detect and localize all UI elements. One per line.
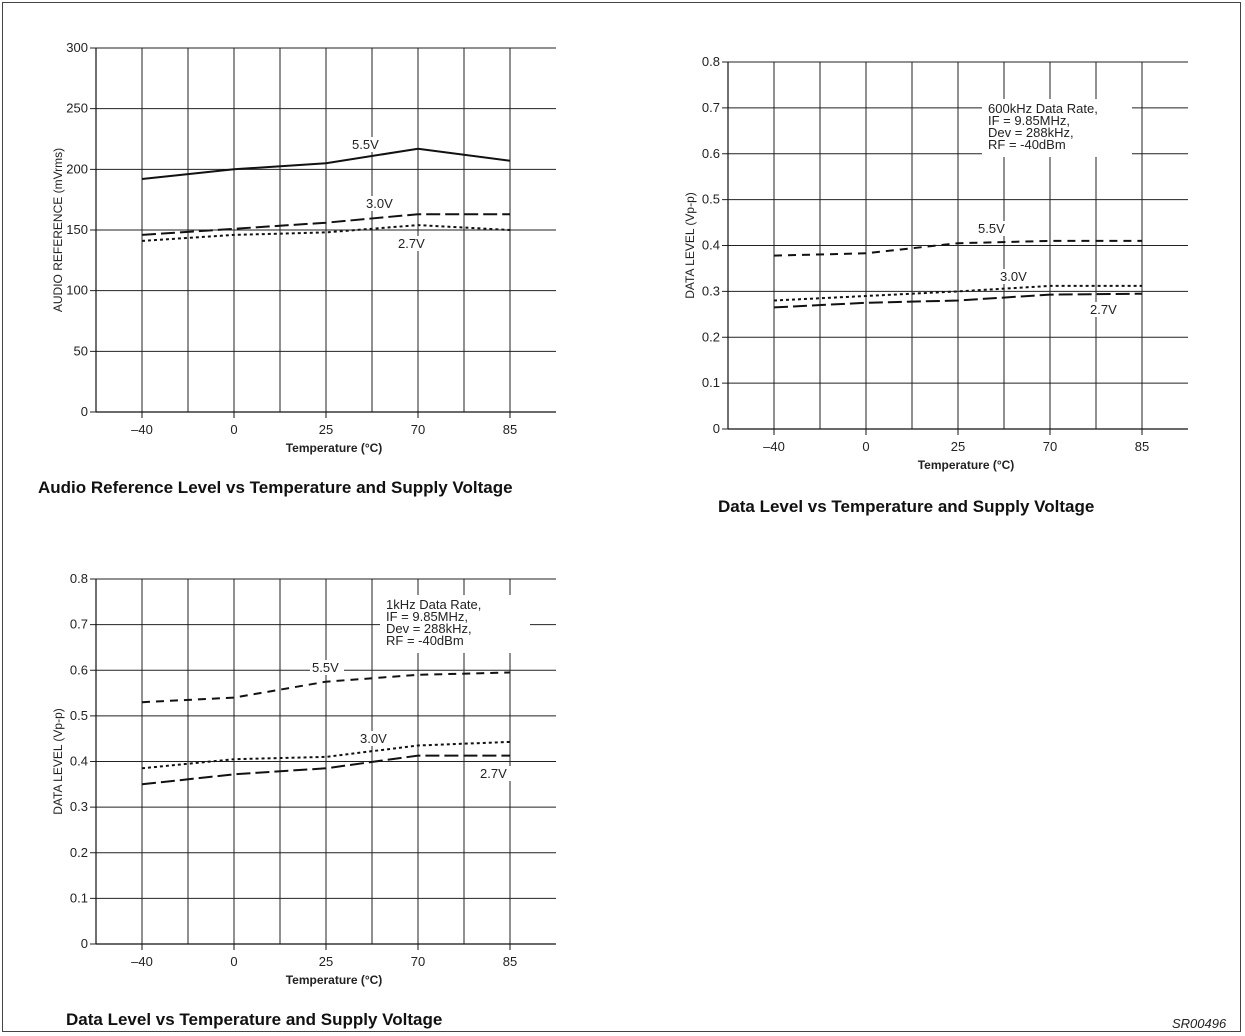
chart-1-series-label: 3.0V [366, 196, 393, 211]
chart-3-y-tick-label: 0.2 [70, 845, 88, 860]
chart-1-series-label-bg [396, 236, 430, 251]
chart-3-x-tick-label: 25 [319, 954, 333, 969]
chart-2-y-tick-label: 0.5 [702, 192, 720, 207]
chart-2-series-label-bg [998, 269, 1032, 284]
chart-3-series-label: 2.7V [480, 766, 507, 781]
chart-2-x-tick-label: 85 [1135, 439, 1149, 454]
chart-3-y-tick-label: 0.5 [70, 708, 88, 723]
chart-1-y-tick-label: 50 [74, 343, 88, 358]
chart-2-y-tick-label: 0.7 [702, 100, 720, 115]
chart-2-annotation-text: IF = 9.85MHz, [988, 113, 1070, 128]
chart-3-series-label: 3.0V [360, 731, 387, 746]
chart-3-y-tick-label: 0.7 [70, 617, 88, 632]
chart-2-x-axis-label: Temperature (°C) [918, 458, 1015, 472]
chart-3-x-axis-label: Temperature (°C) [286, 973, 383, 987]
chart-3-series-5_5V [141, 671, 511, 704]
chart-2-y-tick-label: 0.3 [702, 283, 720, 298]
chart-3-annotation-text: IF = 9.85MHz, [386, 609, 468, 624]
chart-3-annotation-bg [380, 595, 530, 653]
chart-2-annotation-text: 600kHz Data Rate, [988, 101, 1098, 116]
chart-2-x-tick-label: –40 [763, 439, 785, 454]
chart-2-annotation-bg [982, 99, 1132, 157]
chart-3-y-tick-label: 0.3 [70, 799, 88, 814]
chart-2-y-tick-label: 0.2 [702, 329, 720, 344]
chart-3-title: Data Level vs Temperature and Supply Vol… [66, 1010, 443, 1029]
chart-1-series-2_7V [141, 224, 511, 242]
chart-2-series-2_7V [773, 292, 1143, 309]
chart-1-x-tick-label: –40 [131, 422, 153, 437]
chart-1-series-label-bg [364, 196, 398, 211]
chart-1-x-tick-label: 85 [503, 422, 517, 437]
chart-3-annotation-text: Dev = 288kHz, [386, 621, 472, 636]
chart-3-y-tick-label: 0.8 [70, 571, 88, 586]
chart-3-y-axis-label: DATA LEVEL (Vp-p) [51, 708, 65, 814]
chart-2-y-axis-label: DATA LEVEL (Vp-p) [683, 192, 697, 298]
chart-2-y-tick-label: 0.8 [702, 54, 720, 69]
chart-2-y-tick-label: 0.6 [702, 146, 720, 161]
chart-2-series-label: 3.0V [1000, 269, 1027, 284]
chart-1-y-tick-label: 150 [66, 222, 88, 237]
chart-1-series-label: 2.7V [398, 236, 425, 251]
figure-id: SR00496 [1172, 1016, 1227, 1031]
chart-2-x-tick-label: 0 [862, 439, 869, 454]
chart-1-title: Audio Reference Level vs Temperature and… [38, 478, 513, 497]
chart-1-series-label: 5.5V [352, 137, 379, 152]
chart-3-series-3_0V [141, 740, 511, 770]
chart-2-series-label-bg [1088, 302, 1122, 317]
chart-3-series-label-bg [478, 766, 512, 781]
chart-1-x-tick-label: 0 [230, 422, 237, 437]
chart-2-y-tick-label: 0.4 [702, 238, 720, 253]
chart-3-x-tick-label: 70 [411, 954, 425, 969]
chart-1-y-tick-label: 250 [66, 101, 88, 116]
chart-1-y-tick-label: 100 [66, 283, 88, 298]
chart-1-y-tick-label: 0 [81, 404, 88, 419]
chart-2-annotation-text: Dev = 288kHz, [988, 125, 1074, 140]
chart-3-x-tick-label: 85 [503, 954, 517, 969]
chart-2-series-5_5V [773, 239, 1142, 257]
chart-3-x-tick-label: 0 [230, 954, 237, 969]
chart-1-y-tick-label: 200 [66, 161, 88, 176]
chart-2-series-label: 5.5V [978, 221, 1005, 236]
chart-3-series-label-bg [358, 731, 392, 746]
chart-3-y-tick-label: 0.4 [70, 754, 88, 769]
chart-3-annotation-text: 1kHz Data Rate, [386, 597, 481, 612]
chart-1-series-label-bg [350, 137, 384, 152]
chart-2-y-tick-label: 0 [713, 421, 720, 436]
chart-2-series-label-bg [976, 221, 1010, 236]
chart-2-y-tick-label: 0.1 [702, 375, 720, 390]
chart-1-x-axis-label: Temperature (°C) [286, 441, 383, 455]
chart-2-x-tick-label: 25 [951, 439, 965, 454]
chart-2-annotation-text: RF = -40dBm [988, 137, 1066, 152]
chart-3-y-tick-label: 0 [81, 936, 88, 951]
chart-2-title: Data Level vs Temperature and Supply Vol… [718, 497, 1095, 516]
chart-3-series-2_7V [141, 754, 510, 786]
chart-2-series-3_0V [773, 284, 1142, 302]
chart-3-y-tick-label: 0.1 [70, 890, 88, 905]
chart-1-x-tick-label: 25 [319, 422, 333, 437]
chart-1-x-tick-label: 70 [411, 422, 425, 437]
chart-2-x-tick-label: 70 [1043, 439, 1057, 454]
chart-1-y-axis-label: AUDIO REFERENCE (mVrms) [51, 148, 65, 312]
chart-3-y-tick-label: 0.6 [70, 662, 88, 677]
chart-1-series-3_0V [141, 213, 510, 236]
chart-3-annotation-text: RF = -40dBm [386, 633, 464, 648]
chart-3-series-label-bg [310, 660, 344, 675]
chart-3-series-label: 5.5V [312, 660, 339, 675]
chart-2-series-label: 2.7V [1090, 302, 1117, 317]
chart-1-y-tick-label: 300 [66, 40, 88, 55]
chart-3-x-tick-label: –40 [131, 954, 153, 969]
chart-1-series-5_5V [141, 147, 511, 180]
